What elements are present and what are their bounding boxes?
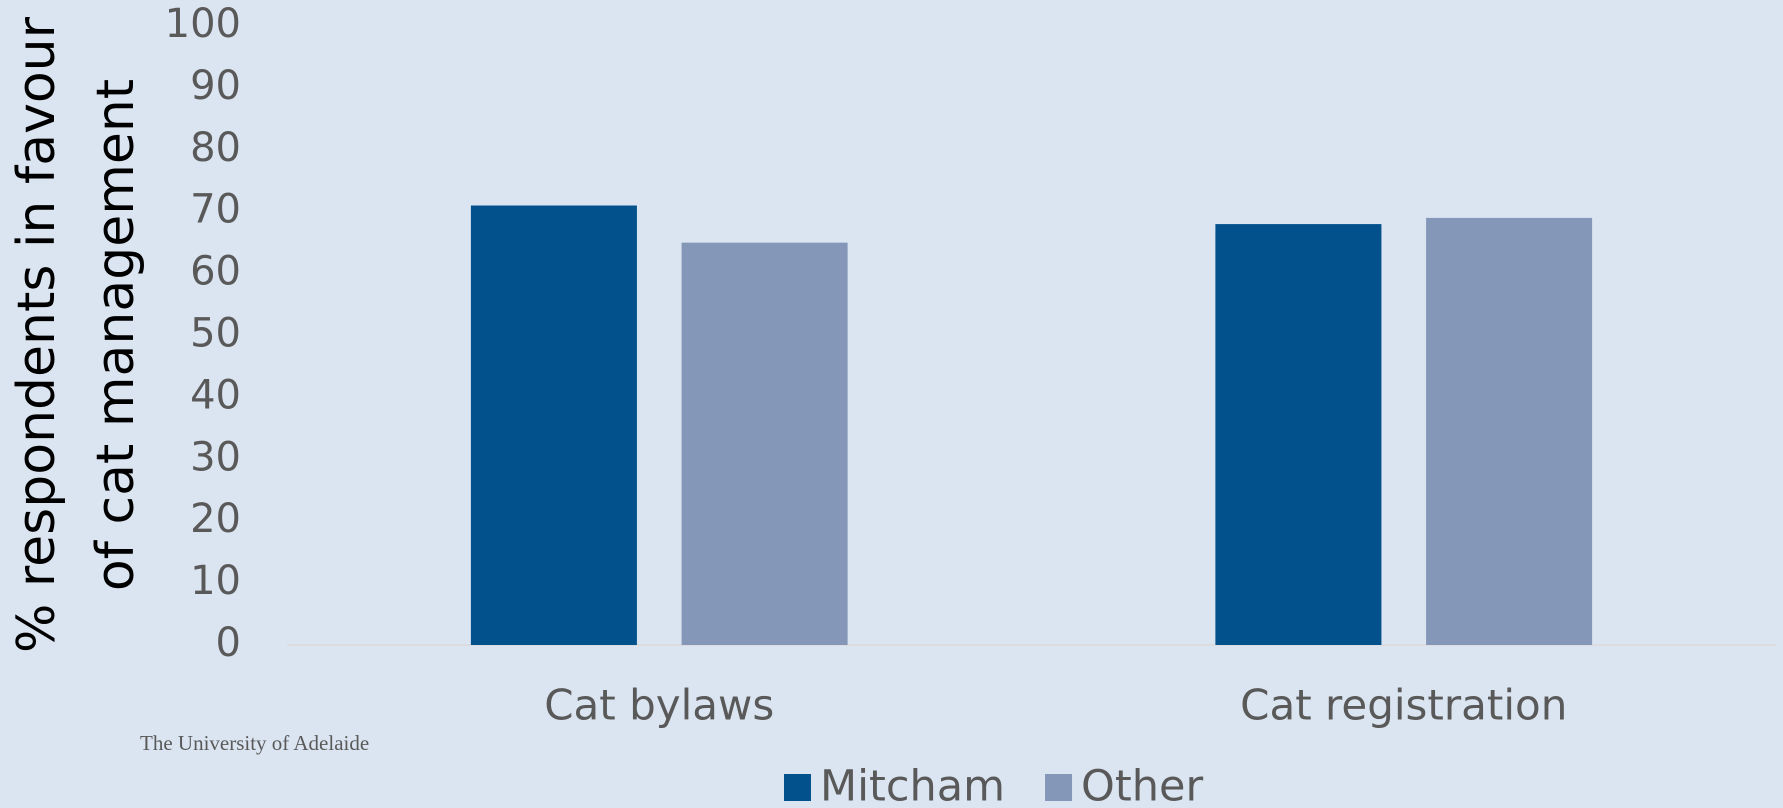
y-tick-label: 30 xyxy=(190,434,241,480)
y-axis-label: % respondents in favour xyxy=(7,16,67,653)
legend-label: Other xyxy=(1081,762,1203,808)
footer: The University of Adelaide xyxy=(140,731,369,755)
y-tick-label: 40 xyxy=(190,372,241,418)
y-tick-label: 90 xyxy=(190,63,241,109)
bar xyxy=(1426,217,1593,645)
y-tick-label: 20 xyxy=(190,496,241,542)
x-tick-label: Cat registration xyxy=(1240,681,1567,730)
y-tick-label: 0 xyxy=(216,620,241,666)
bar xyxy=(1215,224,1382,645)
y-tick-label: 60 xyxy=(190,249,241,295)
legend-swatch xyxy=(784,774,811,801)
y-tick-label: 10 xyxy=(190,558,241,604)
y-axis-label: of cat management xyxy=(86,79,146,591)
bar xyxy=(470,205,637,645)
bar xyxy=(681,242,848,645)
y-tick-label: 50 xyxy=(190,311,241,357)
y-tick-label: 70 xyxy=(190,187,241,233)
legend-label: Mitcham xyxy=(820,762,1005,808)
y-tick-label: 80 xyxy=(190,125,241,171)
y-tick-label: 100 xyxy=(165,1,241,47)
legend-swatch xyxy=(1045,774,1073,801)
x-tick-label: Cat bylaws xyxy=(544,681,774,730)
